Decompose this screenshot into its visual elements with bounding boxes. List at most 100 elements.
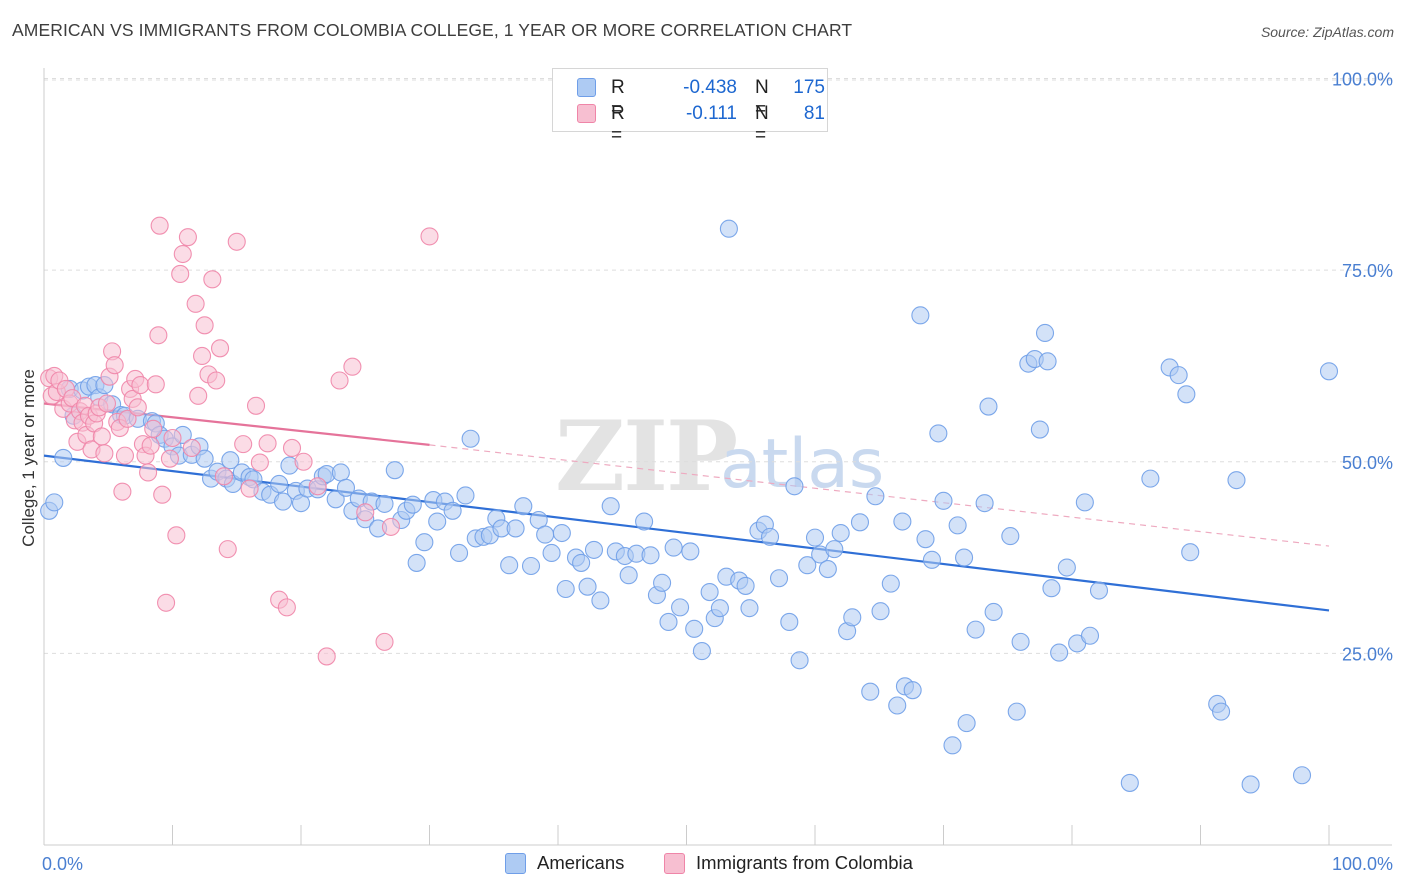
colombia-point	[144, 419, 163, 438]
americans-point	[681, 542, 700, 561]
americans-point	[785, 477, 804, 496]
americans-point	[1042, 579, 1061, 598]
americans-point	[736, 576, 755, 595]
colombia-swatch	[577, 104, 596, 123]
colombia-point	[330, 371, 349, 390]
americans-point	[619, 566, 638, 585]
americans-point	[273, 492, 293, 511]
americans-point	[866, 487, 885, 506]
colombia-legend-swatch	[664, 853, 685, 874]
colombia-point	[227, 232, 246, 251]
americans-point	[1057, 558, 1076, 577]
colombia-point	[97, 394, 117, 413]
americans-legend-label: Americans	[537, 852, 625, 873]
trendlines	[43, 402, 1330, 612]
americans-point	[1241, 775, 1260, 794]
americans-point	[556, 579, 575, 599]
americans-point	[843, 608, 862, 627]
colombia-point	[131, 376, 150, 395]
americans-point	[692, 642, 711, 661]
americans-point	[984, 602, 1003, 622]
tick-labels: 25.0% 50.0% 75.0% 100.0% 0.0% 100.0%	[42, 70, 1393, 875]
americans-point	[769, 569, 789, 588]
americans-point	[450, 543, 469, 563]
colombia-point	[149, 326, 168, 345]
americans-point	[45, 493, 64, 512]
colombia-point	[182, 438, 201, 458]
colombia-point	[105, 356, 124, 375]
americans-point	[719, 219, 738, 238]
americans-point	[1169, 366, 1188, 385]
colombia-point	[240, 479, 259, 498]
americans-point	[740, 599, 759, 618]
colombia-point	[317, 647, 336, 666]
americans-point	[1212, 702, 1231, 721]
americans-point	[572, 553, 591, 572]
americans-point	[221, 451, 240, 470]
colombia-point	[308, 477, 327, 496]
colombia-point	[189, 386, 208, 405]
americans-point	[903, 681, 922, 700]
americans-point	[1181, 543, 1200, 562]
colombia-point	[250, 453, 269, 472]
colombia-point	[95, 444, 114, 463]
colombia-point	[92, 427, 111, 446]
americans-point	[1075, 493, 1094, 512]
colombia-point	[163, 428, 182, 448]
americans-point	[861, 682, 880, 701]
x-tick-label: 0.0%	[42, 854, 83, 874]
colombia-point	[282, 438, 302, 458]
americans-point	[780, 612, 799, 631]
americans-point	[975, 494, 994, 513]
americans-point	[798, 556, 817, 575]
americans-point	[911, 306, 930, 325]
colombia-point	[153, 485, 172, 504]
colombia-n-value: 81	[803, 103, 825, 124]
americans-point	[790, 651, 809, 670]
americans-point	[1011, 632, 1030, 651]
colombia-point	[258, 434, 277, 453]
colombia-point	[118, 409, 137, 428]
americans-point	[700, 583, 719, 602]
colombia-point	[210, 339, 230, 358]
axes	[43, 68, 1392, 846]
colombia-point	[139, 463, 158, 482]
data-points	[40, 216, 1339, 794]
colombia-point	[171, 264, 190, 284]
colombia-point	[178, 228, 197, 247]
americans-point	[1120, 773, 1139, 792]
americans-r-value: -0.438	[683, 77, 737, 98]
colombia-point	[203, 270, 222, 289]
americans-point	[1035, 323, 1055, 343]
americans-point	[955, 548, 974, 567]
americans-point	[578, 577, 597, 596]
americans-point	[881, 574, 900, 593]
americans-point	[331, 463, 350, 482]
americans-point	[710, 599, 729, 618]
americans-point	[514, 497, 533, 516]
watermark-zip: ZIP	[555, 400, 738, 513]
americans-point	[943, 736, 962, 755]
americans-point	[542, 543, 561, 563]
colombia-point	[160, 449, 179, 468]
n-label: N =	[755, 77, 769, 120]
y-tick-label: 100.0%	[1332, 70, 1393, 90]
americans-point	[1177, 385, 1196, 404]
americans-point	[584, 540, 604, 559]
americans-point	[893, 512, 912, 531]
colombia-point	[128, 398, 147, 417]
americans-point	[966, 620, 985, 639]
americans-point	[671, 598, 690, 617]
americans-point	[1227, 471, 1246, 490]
colombia-point	[218, 540, 237, 559]
americans-point	[659, 612, 678, 631]
americans-point	[195, 449, 214, 468]
y-tick-label: 50.0%	[1342, 453, 1393, 473]
americans-point	[979, 397, 998, 416]
americans-point	[888, 696, 907, 715]
colombia-point	[356, 503, 375, 522]
americans-point	[831, 523, 850, 543]
americans-point	[818, 560, 837, 579]
americans-point	[641, 546, 660, 565]
